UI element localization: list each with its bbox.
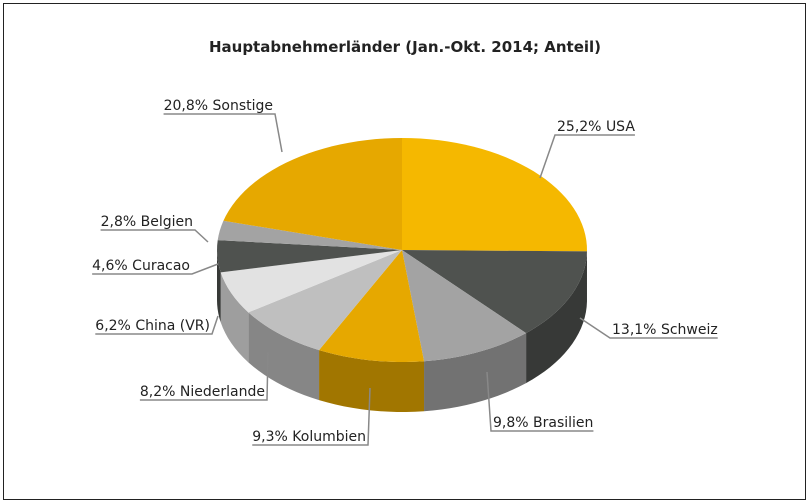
slice-side [220, 272, 249, 363]
leader-line [486, 371, 594, 432]
slice [248, 250, 402, 351]
leader-line [100, 229, 209, 243]
slice-value-label: 4,6% [92, 258, 128, 274]
slice-value-label: 25,2% [557, 119, 601, 135]
leader-line [139, 351, 269, 401]
slice-value-label: 8,2% [140, 384, 176, 400]
slice-value-label: 6,2% [95, 318, 131, 334]
leader-line [163, 113, 283, 153]
slice-label: 9,3% Kolumbien [252, 429, 366, 445]
slice [319, 250, 425, 362]
slice-category-label: Schweiz [661, 322, 718, 338]
chart-title: Hauptabnehmerländer (Jan.-Okt. 2014; Ant… [209, 38, 601, 56]
slice-value-label: 9,8% [493, 415, 529, 431]
slice-label: 9,8% Brasilien [493, 415, 593, 431]
slice-side [526, 251, 587, 384]
slice-category-label: Niederlande [180, 384, 265, 400]
slice-value-label: 20,8% [164, 98, 208, 114]
slice-label: 8,2% Niederlande [140, 384, 265, 400]
slice [220, 250, 402, 313]
leader-line [95, 315, 219, 335]
slice-label: 20,8% Sonstige [164, 98, 273, 114]
slice-label: 2,8% Belgien [101, 214, 193, 230]
slice [402, 250, 527, 362]
slice [223, 138, 402, 250]
slice-value-label: 13,1% [612, 322, 656, 338]
slice-category-label: Belgien [141, 214, 193, 230]
slice-category-label: Sonstige [213, 98, 274, 114]
slice [402, 250, 587, 334]
slice-category-label: Brasilien [533, 415, 593, 431]
slice-side [319, 350, 425, 412]
slice-side [217, 250, 221, 323]
slice-side [424, 333, 527, 412]
leader-line [92, 263, 219, 275]
slice-label: 6,2% China (VR) [95, 318, 210, 334]
slice-category-label: Kolumbien [292, 429, 366, 445]
slice-value-label: 2,8% [101, 214, 137, 230]
slice-side [248, 312, 320, 401]
leader-line [579, 317, 718, 339]
leader-line [539, 134, 635, 179]
slice-category-label: Curacao [132, 258, 190, 274]
slice-category-label: USA [606, 119, 635, 135]
slice-label: 13,1% Schweiz [612, 322, 718, 338]
slice [217, 220, 402, 250]
slice [402, 138, 587, 252]
slice-value-label: 9,3% [252, 429, 288, 445]
slice-label: 4,6% Curacao [92, 258, 190, 274]
leader-line [252, 387, 371, 446]
slice [217, 240, 402, 273]
slice-category-label: China (VR) [135, 318, 210, 334]
slice-label: 25,2% USA [557, 119, 635, 135]
